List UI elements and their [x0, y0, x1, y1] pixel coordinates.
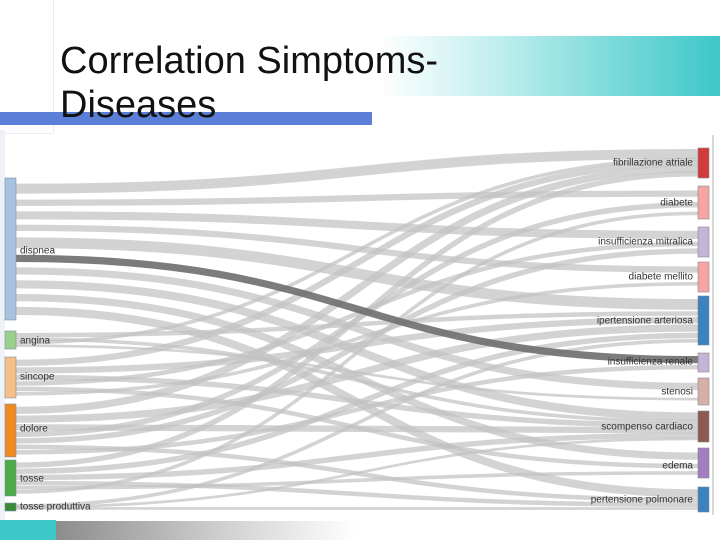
sankey-link-dispnea-to-insufficienza-renale: [15, 254, 699, 364]
sankey-link-angina-to-scompenso-cardiaco: [15, 337, 699, 424]
disease-node-diabete[interactable]: [697, 185, 710, 220]
sankey-link-tosse-to-fibrillazione-atriale: [15, 171, 699, 468]
bottom-gray-gradient-bar: [56, 521, 356, 540]
title-accent-square: [0, 0, 54, 134]
disease-node-diabete-mellito[interactable]: [697, 261, 710, 293]
disease-node-fibrillazione-atriale[interactable]: [697, 147, 710, 179]
sankey-link-tosse-to-edema: [15, 471, 699, 490]
symptom-label-sincope: sincope: [20, 372, 55, 383]
sankey-link-dispnea-to-ipertensione-arteriosa: [15, 237, 699, 310]
disease-label-insufficienza-mitralica: insufficienza mitralica: [598, 237, 693, 248]
title-teal-gradient-band: [380, 36, 720, 96]
symptom-label-dolore: dolore: [20, 424, 48, 435]
slide-title-line-1: Correlation Simptoms-: [60, 40, 438, 83]
right-edge-line: [712, 135, 714, 515]
sankey-link-sincope-to-insufficienza-mitralica: [15, 241, 699, 386]
sankey-link-dispnea-to-insufficienza-mitralica: [15, 211, 699, 239]
symptom-node-angina[interactable]: [4, 330, 17, 350]
disease-node-pertensione-polmonare[interactable]: [697, 486, 710, 513]
sankey-link-tosse-produttiva-to-scompenso-cardiaco: [15, 437, 699, 509]
symptom-label-angina: angina: [20, 336, 50, 347]
disease-node-edema[interactable]: [697, 447, 710, 479]
disease-label-edema: edema: [662, 461, 693, 472]
left-edge-stripe: [0, 130, 5, 520]
sankey-link-dolore-to-ipertensione-arteriosa: [15, 324, 699, 423]
symptom-node-dispnea[interactable]: [4, 177, 17, 321]
sankey-link-dispnea-to-stenosi: [15, 267, 699, 390]
sankey-link-dolore-to-insufficienza-mitralica: [15, 248, 699, 444]
sankey-link-dispnea-to-fibrillazione-atriale: [15, 149, 699, 194]
disease-label-pertensione-polmonare: pertensione polmonare: [591, 495, 694, 506]
sankey-link-sincope-to-fibrillazione-atriale: [15, 160, 699, 366]
sankey-link-sincope-to-diabete-mellito: [15, 281, 699, 396]
disease-node-scompenso-cardiaco[interactable]: [697, 410, 710, 443]
disease-node-insufficienza-renale[interactable]: [697, 352, 710, 373]
symptom-node-tosse-produttiva[interactable]: [4, 502, 17, 512]
disease-label-diabete-mellito: diabete mellito: [629, 272, 694, 283]
disease-node-insufficienza-mitralica[interactable]: [697, 226, 710, 258]
disease-label-stenosi: stenosi: [661, 387, 693, 398]
disease-label-scompenso-cardiaco: scompenso cardiaco: [601, 422, 693, 433]
slide-title-line-2: Diseases: [60, 84, 217, 127]
title-blue-underline-bar: [0, 112, 372, 125]
symptom-label-tosse-produttiva: tosse produttiva: [20, 502, 91, 513]
sankey-links: [15, 149, 699, 510]
symptom-node-sincope[interactable]: [4, 356, 17, 399]
sankey-link-dolore-to-fibrillazione-atriale: [15, 165, 699, 414]
sankey-link-tosse-to-diabete: [15, 211, 699, 494]
disease-node-stenosi[interactable]: [697, 377, 710, 406]
sankey-diagram: dispnea angina sincope dolore tosse tosse pro…: [4, 147, 710, 513]
sankey-link-dispnea-to-diabete: [15, 190, 699, 206]
symptom-label-tosse: tosse: [20, 474, 44, 485]
sankey-link-dolore-to-scompenso-cardiaco: [15, 424, 699, 434]
disease-label-fibrillazione-atriale: fibrillazione atriale: [613, 158, 693, 169]
disease-label-ipertensione-arteriosa: ipertensione arteriosa: [597, 316, 694, 327]
disease-label-diabete: diabete: [660, 198, 693, 209]
sankey-link-tosse-to-pertensione-polmonare: [15, 480, 699, 507]
symptom-label-dispnea: dispnea: [20, 246, 55, 257]
symptom-node-dolore[interactable]: [4, 403, 17, 458]
disease-label-insufficienza-renale: insufficienza renale: [608, 357, 694, 368]
sankey-nodes: [4, 147, 710, 513]
slide-title: Correlation Simptoms- Diseases: [60, 39, 620, 127]
symptom-node-tosse[interactable]: [4, 459, 17, 497]
sankey-link-dispnea-to-diabete-mellito: [15, 224, 699, 273]
sankey-labels: dispnea angina sincope dolore tosse tosse pro…: [20, 158, 693, 513]
sankey-link-angina-to-fibrillazione-atriale: [15, 157, 699, 345]
bottom-teal-block: [0, 520, 56, 540]
disease-node-ipertensione-arteriosa[interactable]: [697, 295, 710, 346]
sankey-link-tosse-to-ipertensione-arteriosa: [15, 332, 699, 474]
